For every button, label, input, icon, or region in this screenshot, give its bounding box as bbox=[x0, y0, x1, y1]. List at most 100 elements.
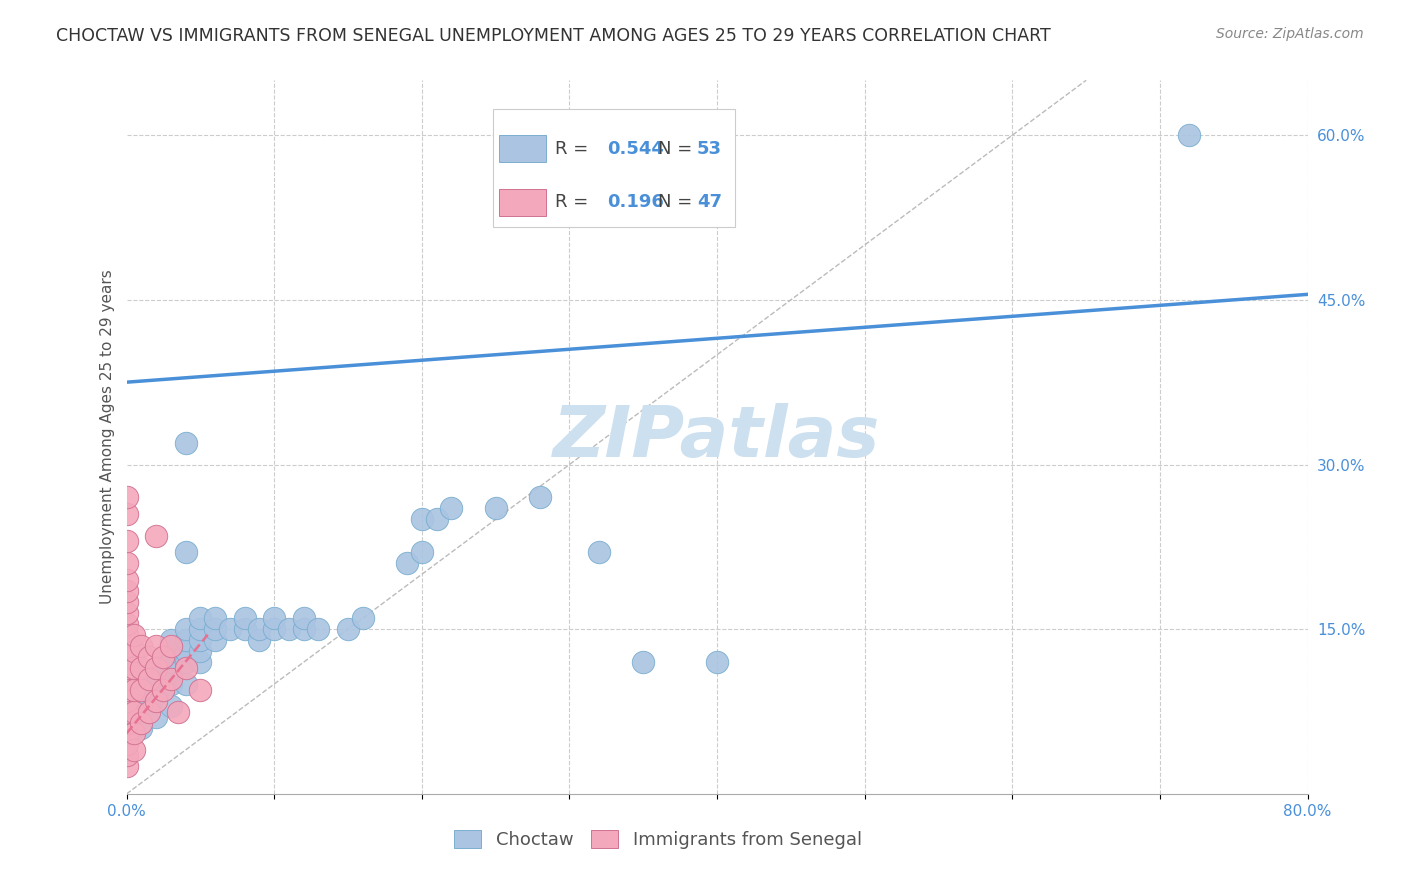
Point bbox=[152, 649, 174, 664]
Point bbox=[706, 655, 728, 669]
Point bbox=[115, 616, 138, 631]
Point bbox=[115, 507, 138, 521]
Point bbox=[115, 557, 138, 571]
Point bbox=[145, 710, 167, 724]
Text: N =: N = bbox=[658, 194, 697, 211]
Point bbox=[174, 545, 197, 559]
Point bbox=[122, 628, 145, 642]
Point bbox=[115, 715, 138, 730]
Point bbox=[1178, 128, 1201, 143]
Point bbox=[233, 622, 256, 636]
Point bbox=[174, 644, 197, 658]
Point bbox=[204, 622, 226, 636]
Text: 0.544: 0.544 bbox=[607, 140, 664, 158]
Point bbox=[160, 666, 183, 681]
Point bbox=[160, 655, 183, 669]
Point bbox=[115, 595, 138, 609]
Point bbox=[160, 699, 183, 714]
Point bbox=[411, 545, 433, 559]
Point bbox=[115, 672, 138, 686]
Point bbox=[188, 633, 212, 648]
Point bbox=[145, 677, 167, 691]
Point bbox=[115, 628, 138, 642]
Point bbox=[145, 660, 167, 674]
Bar bbox=[499, 189, 546, 216]
Point bbox=[115, 534, 138, 549]
Text: R =: R = bbox=[555, 140, 595, 158]
Point bbox=[425, 512, 447, 526]
Y-axis label: Unemployment Among Ages 25 to 29 years: Unemployment Among Ages 25 to 29 years bbox=[100, 269, 115, 605]
Point bbox=[167, 705, 190, 719]
Text: CHOCTAW VS IMMIGRANTS FROM SENEGAL UNEMPLOYMENT AMONG AGES 25 TO 29 YEARS CORREL: CHOCTAW VS IMMIGRANTS FROM SENEGAL UNEMP… bbox=[56, 27, 1052, 45]
Point bbox=[129, 682, 153, 697]
Text: N =: N = bbox=[658, 140, 697, 158]
Point bbox=[174, 435, 197, 450]
Text: 47: 47 bbox=[697, 194, 723, 211]
Point bbox=[263, 622, 285, 636]
Point bbox=[138, 705, 160, 719]
Point bbox=[588, 545, 610, 559]
Point bbox=[129, 699, 153, 714]
Point bbox=[115, 726, 138, 740]
Point bbox=[233, 611, 256, 625]
Point bbox=[249, 622, 271, 636]
Point bbox=[160, 672, 183, 686]
Point bbox=[145, 666, 167, 681]
Point bbox=[188, 622, 212, 636]
Point bbox=[122, 644, 145, 658]
Text: 0.196: 0.196 bbox=[607, 194, 664, 211]
Point bbox=[138, 649, 160, 664]
Point bbox=[337, 622, 360, 636]
Point bbox=[292, 622, 315, 636]
Point bbox=[174, 622, 197, 636]
Point bbox=[122, 660, 145, 674]
Point bbox=[115, 491, 138, 505]
Point bbox=[115, 660, 138, 674]
Point bbox=[440, 501, 463, 516]
Point bbox=[115, 682, 138, 697]
Point bbox=[188, 611, 212, 625]
Legend: Choctaw, Immigrants from Senegal: Choctaw, Immigrants from Senegal bbox=[447, 822, 869, 856]
Point bbox=[115, 748, 138, 763]
Point bbox=[174, 677, 197, 691]
Point bbox=[396, 557, 419, 571]
Point bbox=[174, 660, 197, 674]
Point bbox=[352, 611, 374, 625]
Point bbox=[122, 721, 145, 735]
Point bbox=[484, 501, 508, 516]
Point bbox=[122, 743, 145, 757]
Point bbox=[263, 611, 285, 625]
Point bbox=[129, 721, 153, 735]
Point bbox=[160, 677, 183, 691]
Point bbox=[122, 688, 145, 702]
Point bbox=[145, 688, 167, 702]
Point bbox=[145, 639, 167, 653]
Point bbox=[633, 655, 655, 669]
Point bbox=[129, 715, 153, 730]
Point bbox=[219, 622, 242, 636]
Point bbox=[188, 644, 212, 658]
Text: 53: 53 bbox=[697, 140, 723, 158]
Point bbox=[115, 583, 138, 598]
Point bbox=[115, 759, 138, 773]
Point bbox=[278, 622, 301, 636]
Point bbox=[188, 682, 212, 697]
Point bbox=[122, 726, 145, 740]
Point bbox=[115, 705, 138, 719]
Point bbox=[529, 491, 551, 505]
Point bbox=[129, 660, 153, 674]
Point bbox=[204, 633, 226, 648]
Point bbox=[249, 633, 271, 648]
Text: ZIPatlas: ZIPatlas bbox=[554, 402, 880, 472]
Point bbox=[122, 682, 145, 697]
Point bbox=[115, 693, 138, 707]
Point bbox=[115, 573, 138, 587]
Point bbox=[188, 655, 212, 669]
Point bbox=[122, 705, 145, 719]
Point bbox=[145, 693, 167, 707]
Point bbox=[160, 633, 183, 648]
Point bbox=[115, 606, 138, 620]
Point bbox=[292, 611, 315, 625]
Point bbox=[152, 682, 174, 697]
Point bbox=[115, 639, 138, 653]
